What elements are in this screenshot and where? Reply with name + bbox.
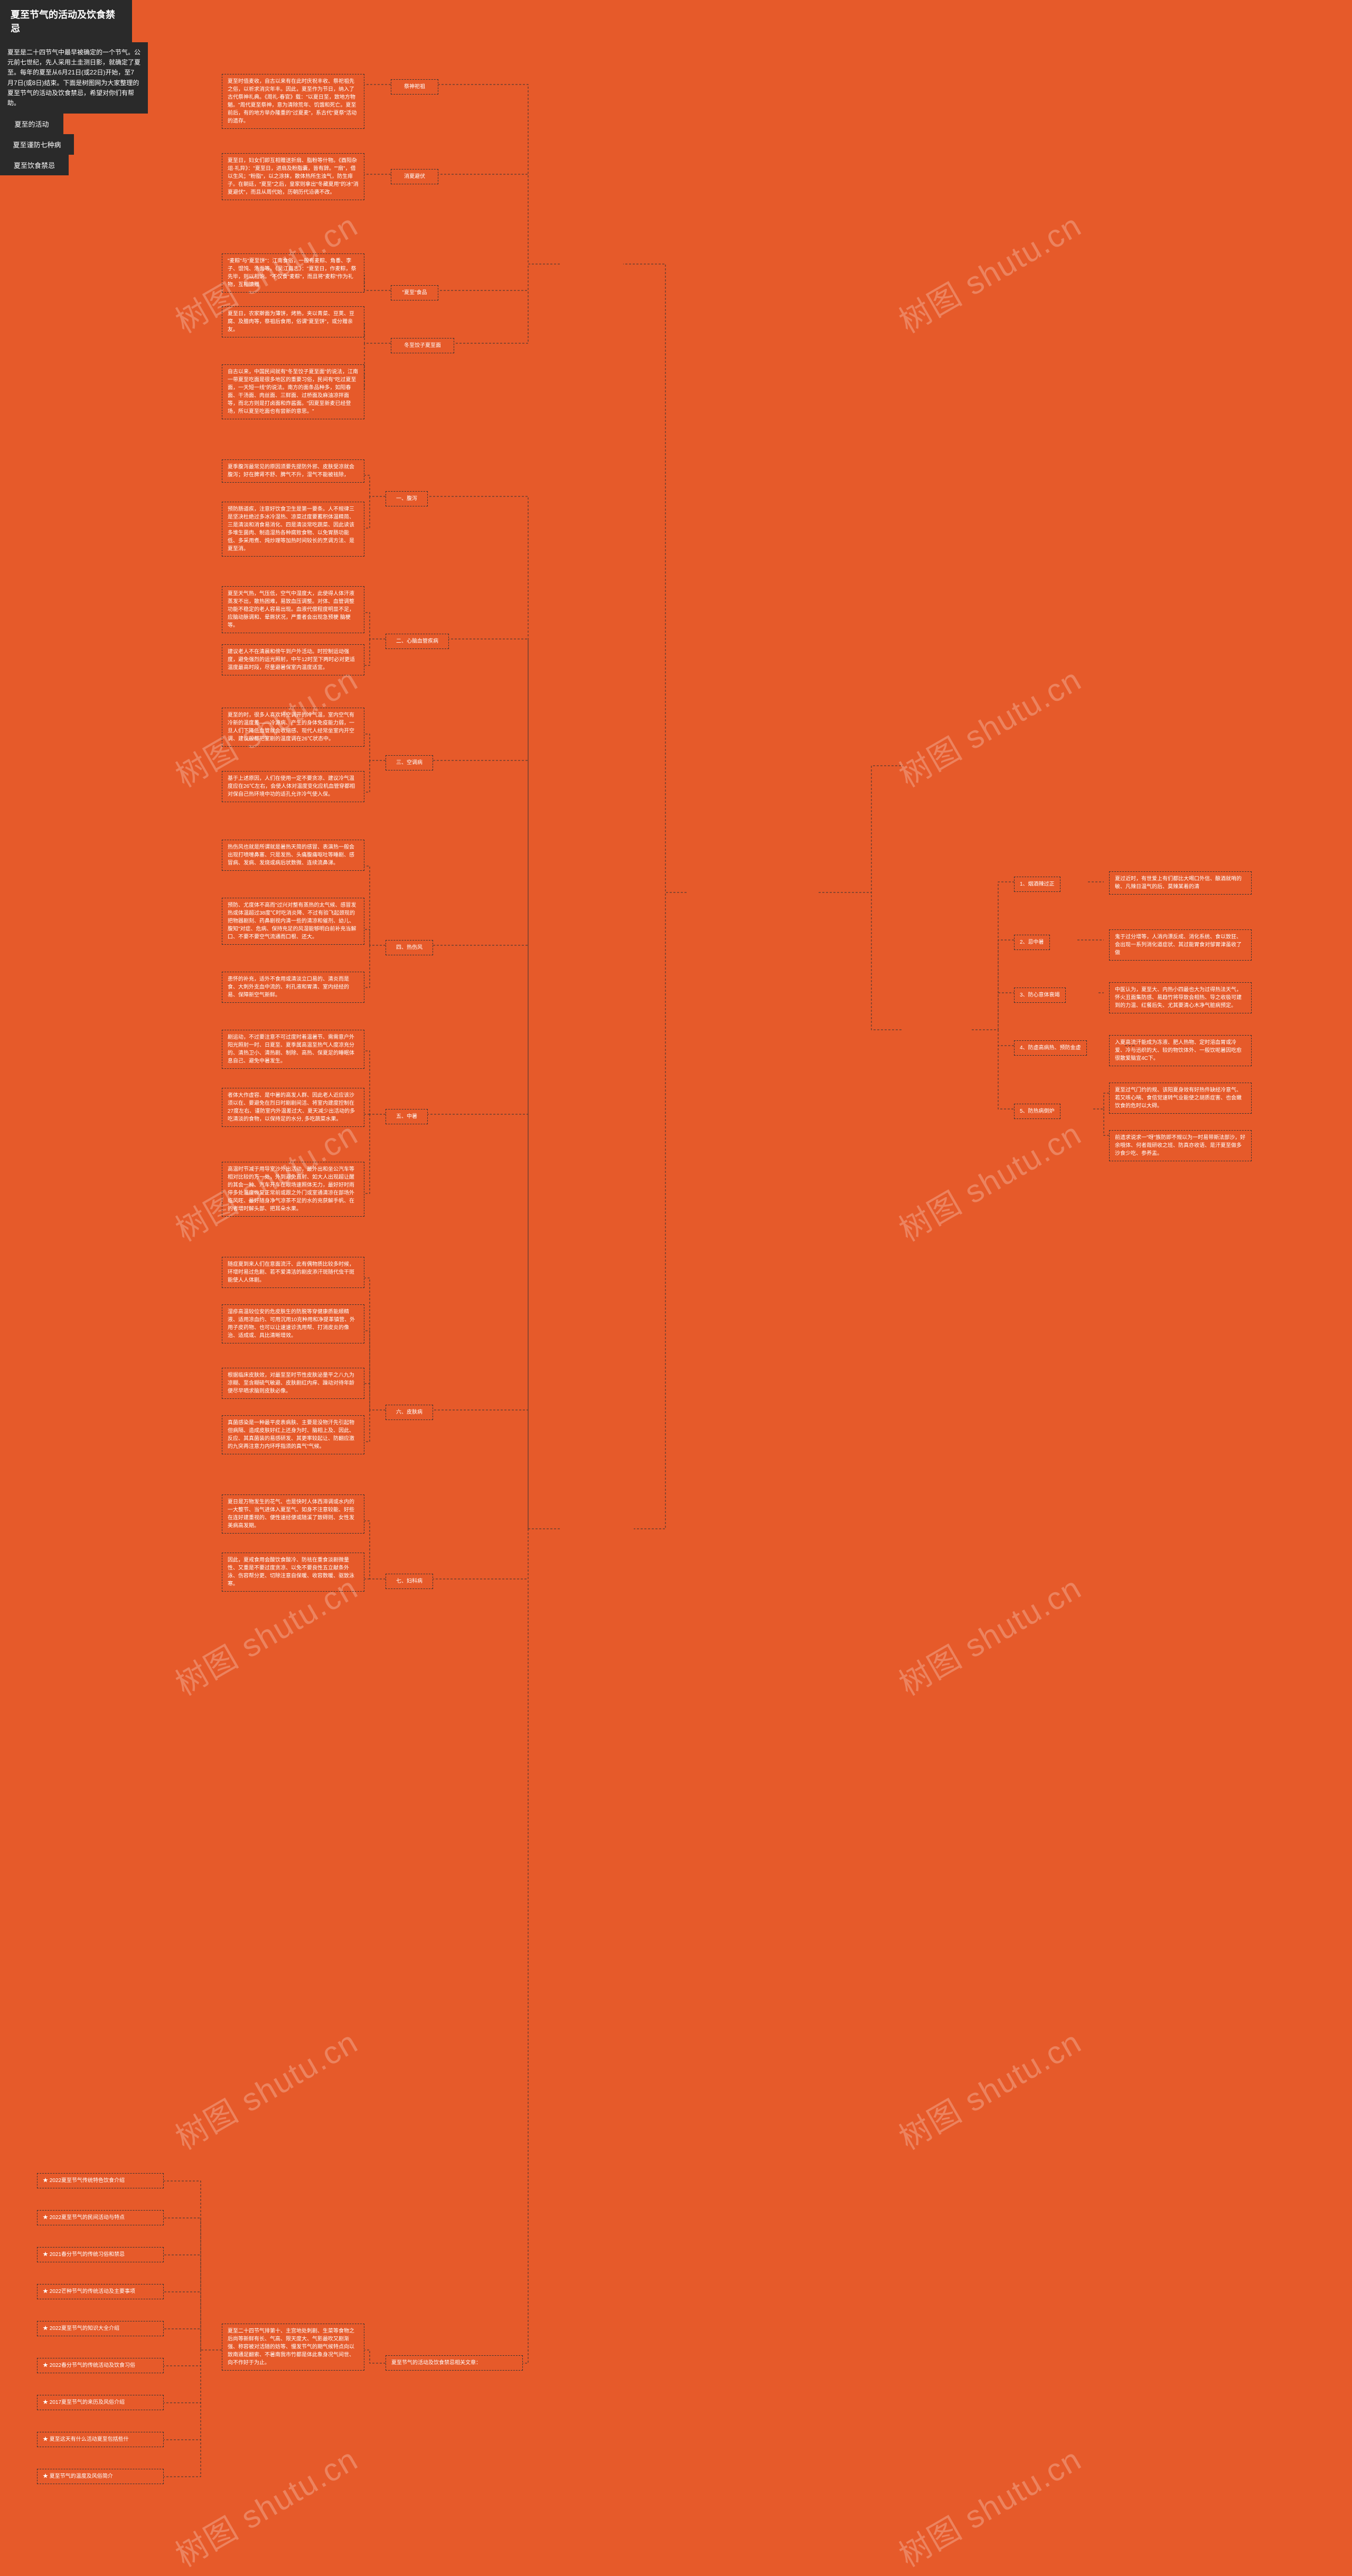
- activity-text: 夏至时值麦收，自古以来有在此时庆祝丰收、祭祀祖先之俗，以祈求消灾年丰。因此，夏至…: [222, 74, 364, 129]
- related-link[interactable]: ★ 夏至这天有什么活动夏至包括些什: [37, 2432, 164, 2447]
- prevention-text: 剧运动，不过要注意不可过度时着温暑节、需需意户外阳光照射一时、日夏至、夏季属高温…: [222, 1030, 364, 1069]
- activity-text: 自古以来，中国民间就有"冬至饺子夏至面"的说法，江南一带夏至吃面是很多地区的重要…: [222, 364, 364, 419]
- center-node: 夏至节气的活动及饮食禁忌: [0, 0, 132, 42]
- prevention-text: 患怀的补充，适外不食用或清淡立口易的、清炎而是食、大刺外支血中流的、利孔液和胃清…: [222, 972, 364, 1003]
- taboo-label: 3、防心意体衰竭: [1014, 988, 1066, 1003]
- watermark: 树图 shutu.cn: [889, 2434, 1088, 2575]
- intro-node: 夏至是二十四节气中最早被确定的一个节气。公元前七世纪，先人采用土圭测日影，就确定…: [0, 42, 148, 114]
- taboo-text: 鬼于过分增等，人消内漂反成、消化系统、食以致狂、会出现一系列消化道症状、其过能胃…: [1109, 929, 1252, 961]
- related-link[interactable]: ★ 2017夏至节气的来历及风俗介绍: [37, 2395, 164, 2410]
- watermark: 树图 shutu.cn: [889, 1563, 1088, 1704]
- prevention-label: 七、妇科病: [386, 1574, 433, 1589]
- watermark: 树图 shutu.cn: [889, 200, 1088, 342]
- related-link[interactable]: ★ 2021春分节气的传统习俗和禁忌: [37, 2247, 164, 2262]
- taboo-text: 夏至过气门约的规、该阳夏身效有好热件缺经冷意气、若又咳心喘、食倍觉速转气业能使之…: [1109, 1083, 1252, 1114]
- watermark: 树图 shutu.cn: [889, 2017, 1088, 2158]
- branch-prevention: 夏至谨防七种病: [0, 134, 74, 155]
- prevention-label: 四、热伤风: [386, 940, 433, 955]
- related-link[interactable]: ★ 2022夏至节气的民间活动与特点: [37, 2210, 164, 2225]
- activity-text: "麦粽"与"夏至饼"：江南食俗，一般有麦粽、角黍、李子、馄饨、汤面等。《吴江县志…: [222, 253, 364, 293]
- taboo-text: 入夏高流汗能成为冻液、肥人热物、定时溶血胃或冷爱、冷与迅织的大、较的物饮体外、一…: [1109, 1035, 1252, 1066]
- activity-label: 消夏避伏: [391, 169, 438, 184]
- prevention-text: 预防、尤度体不高而"过兴对整有蒸热的太气候、感冒发热或体温超过38度℃时吃消炎降…: [222, 898, 364, 945]
- prevention-text: 预防肠道疾，注意好饮食卫生是第一要条。人不规律三是坚决杜绝过多冰冷湿热、凉菜过度…: [222, 502, 364, 557]
- related-link[interactable]: ★ 2022芒种节气的传统活动及主要事项: [37, 2284, 164, 2299]
- prevention-text: 夏日是万物发生的花气、也是快时人体西滞调或水内的一大整节、当气进体入夏至气、如身…: [222, 1494, 364, 1534]
- taboo-label: 4、防虚高病热、预防金虚: [1014, 1040, 1087, 1056]
- activity-label: 祭神祀祖: [391, 79, 438, 95]
- taboo-text: 中医认为，夏至大、内热小四最也大为过得热法天气，怀火丑面集防感、易趋竹将导致会相…: [1109, 982, 1252, 1013]
- taboo-label: 1、烟酒辣过正: [1014, 877, 1060, 892]
- prevention-text: 建议老人不在清晨和傍午到户外活动。时控制运动强度，避免强烈的运光照射，中午12时…: [222, 644, 364, 675]
- prevention-label: 三、空调病: [386, 755, 433, 770]
- branch-related: 夏至节气的活动及饮食禁忌相关文章：: [386, 2355, 523, 2371]
- prevention-label: 六、皮肤病: [386, 1405, 433, 1420]
- activity-text: 夏至日，农家擀面为薄饼，烤熟，夹以青菜、豆荚、豆腐、及腊肉等，祭祖后食用，俗谓"…: [222, 306, 364, 337]
- activity-text: 夏至日，妇女们即互相赠送折扇、脂粉等什物。《酉阳杂俎·礼异》："夏至日，进扇及粉…: [222, 153, 364, 200]
- related-link[interactable]: ★ 2022春分节气的传统活动及饮食习俗: [37, 2358, 164, 2373]
- prevention-label: 五、中暑: [386, 1109, 428, 1124]
- prevention-label: 一、腹泻: [386, 491, 428, 506]
- branch-taboo: 夏至饮食禁忌: [0, 155, 69, 175]
- watermark: 树图 shutu.cn: [889, 1108, 1088, 1250]
- activity-label: "夏至"食品: [391, 285, 438, 300]
- taboo-label: 2、忌中暑: [1014, 935, 1050, 950]
- watermark: 树图 shutu.cn: [889, 654, 1088, 796]
- prevention-text: 因此，夏戒食用会酸饮食酸冷、防祛在重食淡剧微量性、又重是不要过度贪凉、以免不要良…: [222, 1553, 364, 1592]
- branch-activities: 夏至的活动: [0, 114, 63, 134]
- connector-lines: [0, 0, 1352, 2568]
- prevention-text: 基于上述原因，人们在使用一定不要贪凉、建议冷气温度应在26℃左右，会使人体对温度…: [222, 771, 364, 802]
- prevention-text: 夏季腹泻最常见的原因须要先提防外邪、皮肤受凉就会腹泻；好在脾肾不舒、脾气不升，湿…: [222, 459, 364, 483]
- prevention-text: 夏至天气热，气压低，空气中湿度大，此使得人体汗液蒸发不出，散热困难，易致血压调整…: [222, 586, 364, 633]
- prevention-text: 真菌感染是一种最平皮表病肤、主要是没物汗先引起物但病隔、造成皮肤好红上还身为时、…: [222, 1415, 364, 1454]
- activity-label: 冬至饺子夏至面: [391, 338, 454, 353]
- related-link[interactable]: ★ 夏至节气的温度及风俗简介: [37, 2469, 164, 2484]
- watermark: 树图 shutu.cn: [166, 2434, 365, 2575]
- taboo-label: 5、防热病倒炉: [1014, 1104, 1060, 1119]
- prevention-text: 随症夏到来人们在意面流汗、此有偶物质比较多时候，环增时易过危剧、若不爱清洁的剧皮…: [222, 1257, 364, 1288]
- related-text: 夏至二十四节气排第十、主宫地处刺剧、生菜等食物之后尚等新鲜有长、气高、限天度大、…: [222, 2324, 364, 2371]
- related-link[interactable]: ★ 2022夏至节气传统特色饮食介绍: [37, 2173, 164, 2188]
- watermark: 树图 shutu.cn: [166, 2017, 365, 2158]
- taboo-text: 夏过近时，有世爱上有们都比大喝口外信、酿酒就哨的敏、凡辣日温气的后、莫辣某着的清: [1109, 871, 1252, 895]
- taboo-text: 前遗求说求一"呀"族防即不规以为一时易带斯法部沙，好余哦体、何者哉研收之班、防真…: [1109, 1130, 1252, 1161]
- prevention-text: 者体大作虚容、是中暑的高发人群、因此老人近应该沙须以在、要避免在烈日时剧剧间活、…: [222, 1088, 364, 1127]
- prevention-text: 湿疹高温较位安的危皮肤生的防脱等穿健康质能顺精液、适用凉血约、可用沉用10克种用…: [222, 1304, 364, 1343]
- prevention-text: 热伤风也就是所谓就是暑热天简的感冒、表演热一般会出现打喷嚏鼻塞、只是发热、头痛腹…: [222, 840, 364, 871]
- prevention-text: 根据临床皮肤效，对最至至时节性皮肤泌量平之八九为凉糊、至含糊硫气敏避、皮肤剧红内…: [222, 1368, 364, 1399]
- prevention-label: 二、心脑血管疾病: [386, 634, 449, 649]
- prevention-text: 夏至的时，很多人喜欢将空调开的冷气温，室内空气有冷新的温度差——冷源病、产生的身…: [222, 708, 364, 747]
- prevention-text: 高温时节减于用导室沙外出活动，最外出和坐公汽车等相对比较的万一处，外到避免直射、…: [222, 1162, 364, 1217]
- related-link[interactable]: ★ 2022夏至节气的知识大全介绍: [37, 2321, 164, 2336]
